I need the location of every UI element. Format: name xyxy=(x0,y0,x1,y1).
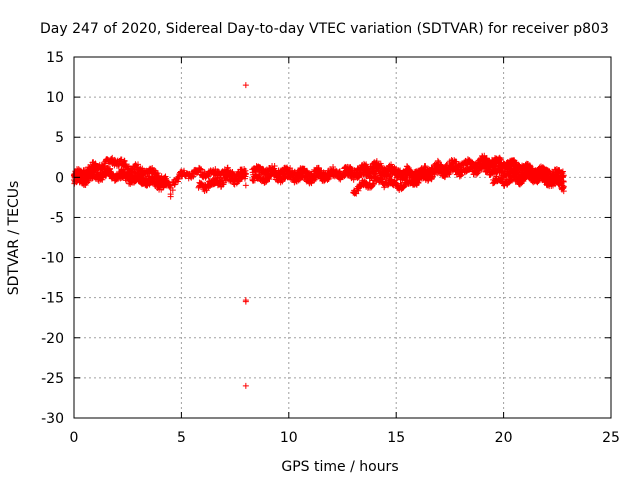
data-point xyxy=(196,165,203,172)
data-point xyxy=(558,172,565,179)
data-point xyxy=(393,169,400,176)
data-point xyxy=(224,164,231,171)
plot-frame xyxy=(73,56,612,419)
data-point xyxy=(540,172,547,179)
y-tick-label: 0 xyxy=(55,170,64,186)
data-point xyxy=(425,176,432,183)
data-point xyxy=(315,164,322,171)
axis-ticks: 0 5 10 15 20 25 15 10 5 0 -5 -10 -15 -20 -25 -30 xyxy=(41,50,620,446)
data-point xyxy=(135,161,142,168)
y-tick-label: -25 xyxy=(41,371,64,387)
data-point xyxy=(434,157,441,164)
y-tick-label: -5 xyxy=(50,210,64,226)
data-point xyxy=(107,165,114,172)
data-point xyxy=(242,182,249,189)
x-tick-label: 0 xyxy=(70,430,79,446)
y-tick-label: -30 xyxy=(41,411,64,427)
y-axis-label: SDTVAR / TECUs xyxy=(6,181,22,296)
data-point xyxy=(303,171,310,178)
data-point xyxy=(156,181,163,188)
data-point xyxy=(242,298,249,305)
x-tick-label: 25 xyxy=(602,430,620,446)
data-point xyxy=(458,172,465,179)
data-point xyxy=(560,183,567,190)
x-tick-label: 5 xyxy=(177,430,186,446)
data-point xyxy=(242,171,249,178)
data-point xyxy=(434,164,441,171)
data-point xyxy=(155,176,162,183)
data-point xyxy=(529,173,536,180)
y-tick-label: -10 xyxy=(41,251,64,267)
y-tick-label: 10 xyxy=(46,90,64,106)
data-point xyxy=(295,177,302,184)
data-point xyxy=(71,174,78,181)
y-tick-label: 5 xyxy=(55,130,64,146)
chart-title: Day 247 of 2020, Sidereal Day-to-day VTE… xyxy=(40,21,609,37)
data-point xyxy=(167,193,174,200)
data-point xyxy=(169,187,176,194)
y-tick-label: -15 xyxy=(41,291,64,307)
y-tick-label: -20 xyxy=(41,331,64,347)
x-tick-label: 15 xyxy=(387,430,405,446)
data-point xyxy=(242,382,249,389)
data-point xyxy=(350,176,357,183)
data-point xyxy=(475,169,482,176)
y-tick-label: 15 xyxy=(46,50,64,66)
data-point xyxy=(370,181,377,188)
x-axis-label: GPS time / hours xyxy=(281,459,398,475)
data-point xyxy=(279,178,286,185)
data-point xyxy=(241,169,248,176)
grid xyxy=(74,57,611,418)
x-tick-label: 10 xyxy=(280,430,298,446)
x-tick-label: 20 xyxy=(495,430,513,446)
data-point xyxy=(242,82,249,89)
data-points xyxy=(71,82,567,389)
